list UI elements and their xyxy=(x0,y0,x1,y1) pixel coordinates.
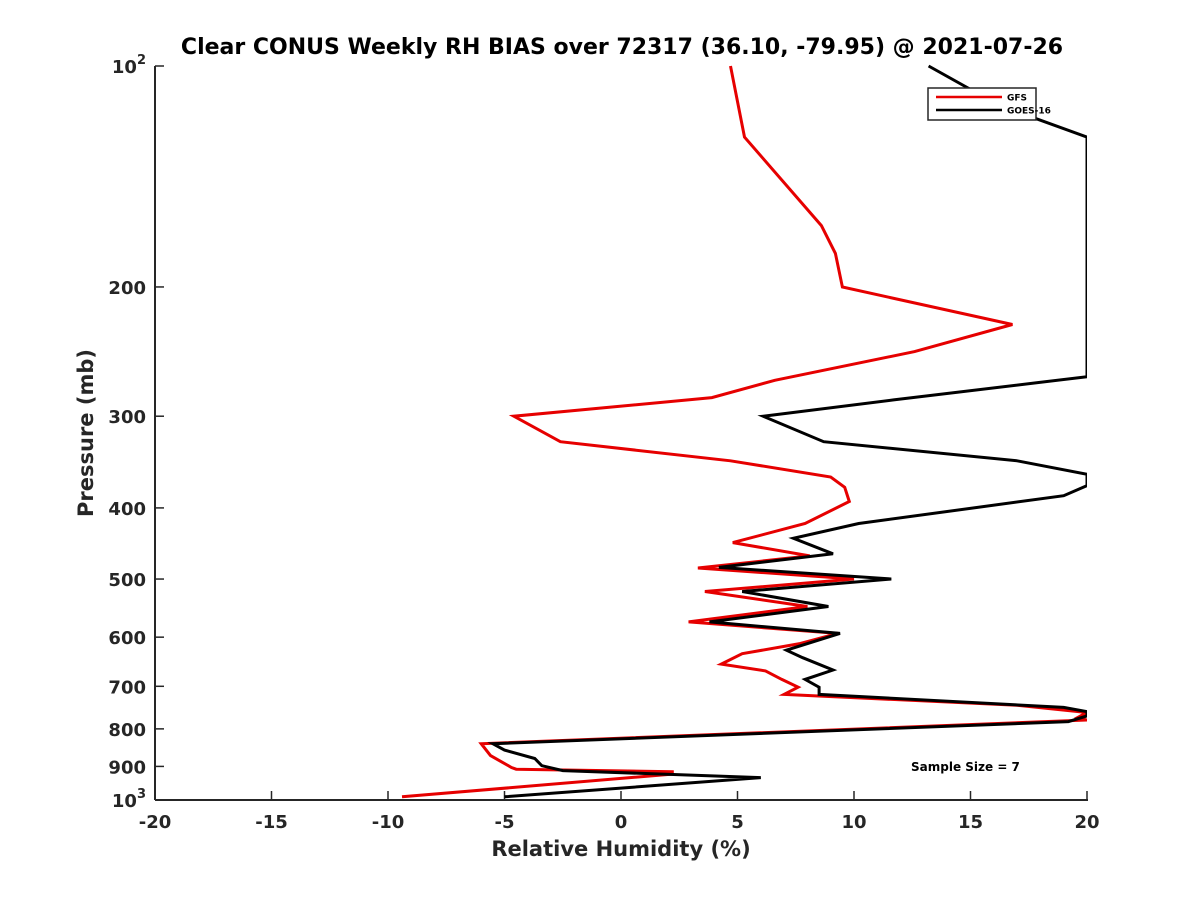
x-axis-label: Relative Humidity (%) xyxy=(491,837,750,861)
y-tick-label: 500 xyxy=(108,570,146,591)
chart-title: Clear CONUS Weekly RH BIAS over 72317 (3… xyxy=(181,35,1063,60)
y-tick-label: 700 xyxy=(108,677,146,698)
x-tick-label: -10 xyxy=(372,812,405,833)
y-tick-label-base: 200 xyxy=(108,278,146,299)
y-tick-label-base: 10 xyxy=(112,791,137,812)
x-tick-label: -5 xyxy=(495,812,515,833)
x-tick-label: -20 xyxy=(139,812,172,833)
x-tick-label: 20 xyxy=(1074,812,1099,833)
legend-entry-label: GOES-16 xyxy=(1007,107,1051,117)
x-tick-label: 0 xyxy=(615,812,628,833)
x-tick-label: 10 xyxy=(841,812,866,833)
legend-box xyxy=(927,87,1037,121)
y-tick-label-base: 10 xyxy=(112,57,137,78)
y-tick-label: 900 xyxy=(108,757,146,778)
y-tick-label-base: 800 xyxy=(108,720,146,741)
legend-entry-label: GFS xyxy=(1007,94,1027,104)
y-tick-label-base: 500 xyxy=(108,570,146,591)
x-axis-ticks: -20 -15 -10 -5 0 5 10 15 20 xyxy=(139,791,1100,833)
series-line-goes-16 xyxy=(487,64,1087,799)
y-tick-label-base: 600 xyxy=(108,628,146,649)
plot-area: -20 -15 -10 -5 0 5 10 15 20 10220030040050060070… xyxy=(108,53,1099,833)
y-tick-label-exponent: 2 xyxy=(137,53,146,68)
sample-size-annotation: Sample Size = 7 xyxy=(911,760,1020,774)
y-axis-label: Pressure (mb) xyxy=(74,349,98,517)
y-tick-label: 102 xyxy=(112,53,146,78)
y-tick-label: 103 xyxy=(112,787,146,812)
y-tick-label: 800 xyxy=(108,720,146,741)
legend: GFS GOES-16 xyxy=(927,87,1051,121)
y-tick-label-base: 300 xyxy=(108,407,146,428)
series-layer xyxy=(401,64,1087,799)
x-tick-label: 5 xyxy=(731,812,744,833)
series-line-gfs xyxy=(401,65,1087,799)
y-tick-label: 600 xyxy=(108,628,146,649)
y-tick-label-base: 700 xyxy=(108,677,146,698)
y-tick-label-exponent: 3 xyxy=(137,787,146,802)
x-tick-label: 15 xyxy=(958,812,983,833)
y-tick-label: 200 xyxy=(108,278,146,299)
x-tick-label: -15 xyxy=(255,812,288,833)
y-tick-label-base: 900 xyxy=(108,757,146,778)
y-tick-label: 300 xyxy=(108,407,146,428)
y-tick-label: 400 xyxy=(108,499,146,520)
y-tick-label-base: 400 xyxy=(108,499,146,520)
